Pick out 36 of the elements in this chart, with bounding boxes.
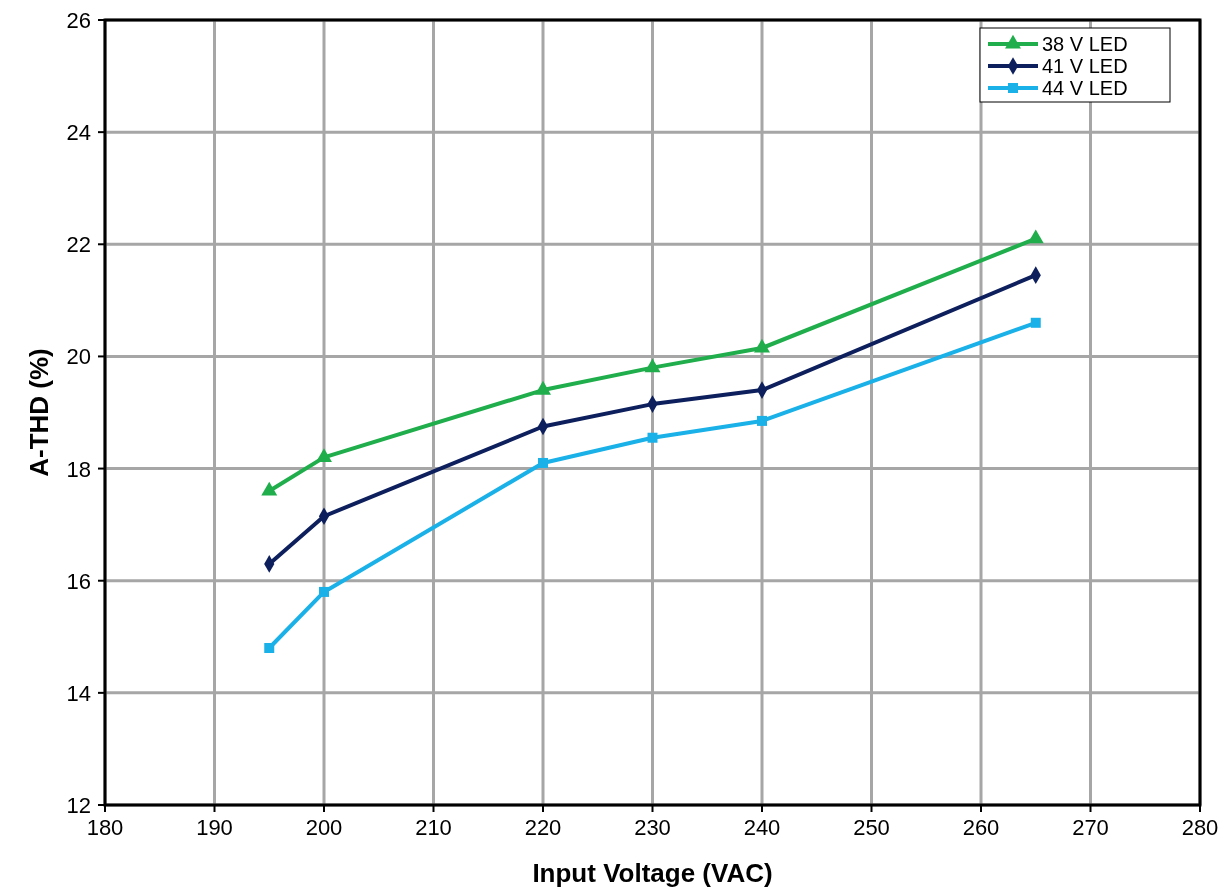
x-tick-label: 220 <box>524 815 562 840</box>
x-tick-label: 250 <box>853 815 890 840</box>
point <box>754 338 770 353</box>
y-tick-label: 26 <box>66 8 91 33</box>
y-tick-label: 16 <box>66 568 91 594</box>
point <box>1027 229 1044 244</box>
point <box>261 481 278 496</box>
point <box>757 415 767 426</box>
point <box>264 643 275 653</box>
y-tick-label: 14 <box>66 680 91 706</box>
y-axis-title: A-THD (%) <box>24 348 54 477</box>
y-tick-label: 18 <box>66 456 91 482</box>
x-tick-label: 190 <box>196 815 233 840</box>
y-tick-label: 22 <box>66 232 91 258</box>
x-tick-label: 180 <box>86 815 124 840</box>
point <box>316 448 332 462</box>
x-tick-label: 280 <box>1181 815 1219 840</box>
legend-label: 41 V LED <box>1042 55 1128 77</box>
point <box>319 586 329 597</box>
x-tick-label: 200 <box>305 815 343 840</box>
legend-label: 38 V LED <box>1042 33 1128 55</box>
point <box>644 358 661 373</box>
x-tick-label: 270 <box>1072 815 1109 840</box>
point <box>535 380 551 395</box>
x-tick-label: 240 <box>743 815 781 840</box>
x-tick-label: 260 <box>962 815 1000 840</box>
point <box>538 457 548 468</box>
y-tick-label: 24 <box>66 120 91 146</box>
y-tick-label: 12 <box>66 793 91 818</box>
y-tick-label: 20 <box>66 344 91 370</box>
x-axis-title: Input Voltage (VAC) <box>532 858 773 888</box>
x-tick-label: 210 <box>415 815 452 840</box>
point <box>647 432 658 443</box>
point <box>1030 317 1041 328</box>
x-tick-label: 230 <box>634 815 671 840</box>
legend-label: 44 V LED <box>1042 77 1128 99</box>
